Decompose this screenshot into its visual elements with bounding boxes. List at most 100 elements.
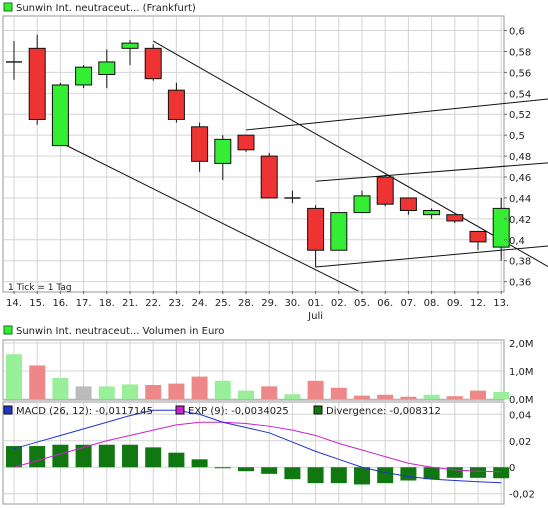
volume-ytick-label: 2,0M [509,339,534,350]
divergence-bar [446,467,463,478]
price-ytick-label: 0,4 [509,236,525,247]
price-ytick-label: 0,52 [509,110,531,121]
candle-body [492,207,510,248]
candle-body [469,230,487,243]
divergence-bar [284,467,301,480]
divergence-bar [6,446,22,468]
macd-ytick-label: 0,04 [509,410,531,421]
month-label: Juli [307,311,323,322]
volume-bar [330,387,347,399]
candle-body [376,176,394,205]
divergence-bar [377,467,394,484]
candle-body [423,209,441,216]
divergence-bar [52,444,69,468]
x-tick-label: 09. [447,298,463,309]
price-ytick-label: 0,56 [509,68,531,79]
divergence-bar [98,444,115,468]
volume-ytick-label: 1,0M [509,367,534,378]
divergence-bar [168,452,185,468]
candle-body [307,207,325,251]
divergence-bar [238,467,254,472]
divergence-bar [214,467,231,469]
x-tick-label: 13. [493,298,509,309]
candle-body [144,47,162,80]
volume-bar [400,396,417,399]
macd-ytick-label: 0 [509,463,515,474]
x-tick-label: 15. [29,298,45,309]
candle-body [28,47,46,120]
divergence-bar [423,467,440,480]
divergence-bar [145,447,162,468]
volume-bar [238,390,254,399]
volume-bar [191,376,208,399]
volume-bar [6,354,22,399]
volume-bar [470,390,486,399]
divergence-bar [261,467,278,474]
trend-line-1 [152,40,548,267]
divergence-bar [493,467,510,479]
candle-body [446,214,464,222]
volume-bar [284,394,301,399]
candle-body [51,84,69,147]
exp-legend-label: EXP (9): -0,0034025 [188,406,289,417]
volume-bar [354,395,370,399]
volume-bar [145,385,162,399]
macd-ytick-label: -0,02 [509,490,535,501]
divergence-bar [400,467,417,481]
volume-bar [52,378,69,399]
x-tick-label: 23. [168,298,184,309]
candle-body [330,212,348,251]
x-tick-label: 02. [331,298,347,309]
volume-bar [423,394,440,399]
x-tick-label: 17. [76,298,92,309]
macd-ytick-label: 0,02 [509,437,531,448]
volume-bar [168,383,185,399]
price-legend-marker [3,2,13,12]
volume-bar [493,392,510,399]
x-tick-label: 28. [238,298,254,309]
tick-footnote: 1 Tick = 1 Tag [8,283,72,293]
volume-bar [29,365,46,399]
exp-line [13,421,502,473]
candle-body [121,42,139,49]
x-tick-label: 18. [99,298,115,309]
divergence-bar [330,467,347,484]
divergence-bar [307,467,324,484]
x-tick-label: 06. [377,298,393,309]
price-ytick-label: 0,36 [509,278,531,289]
divergence-bar [122,444,138,468]
divergence-bar [354,467,370,485]
price-ytick-label: 0,46 [509,173,531,184]
candle-body [260,155,278,199]
price-ytick-label: 0,44 [509,194,531,205]
divergence-bar [75,444,92,468]
x-tick-label: 29. [261,298,277,309]
candle-body [237,134,255,151]
x-tick-label: 25. [215,298,231,309]
price-ytick-label: 0,58 [509,47,531,58]
trend-line-5 [315,162,548,182]
x-tick-label: 30. [284,298,300,309]
x-tick-label: 24. [192,298,208,309]
macd-legend-marker [3,405,13,415]
x-tick-label: 07. [400,298,416,309]
volume-bar [214,380,231,399]
candle-body [75,66,93,86]
x-tick-label: 01. [308,298,324,309]
price-ytick-label: 0,6 [509,27,525,38]
candle-body [214,138,232,164]
price-panel [2,15,505,293]
candle-body [167,89,185,120]
trend-line-3 [245,98,548,131]
x-tick-label: 22. [145,298,161,309]
price-ytick-label: 0,5 [509,131,525,142]
volume-bar [122,384,138,399]
volume-bar [377,394,394,399]
volume-bar [307,380,324,399]
divergence-bar [191,459,208,468]
x-tick-label: 12. [470,298,486,309]
price-ytick-label: 0,38 [509,257,531,268]
x-tick-label: 14. [6,298,22,309]
price-chart-title: Sunwin Int. neutraceut... (Frankfurt) [16,3,196,14]
